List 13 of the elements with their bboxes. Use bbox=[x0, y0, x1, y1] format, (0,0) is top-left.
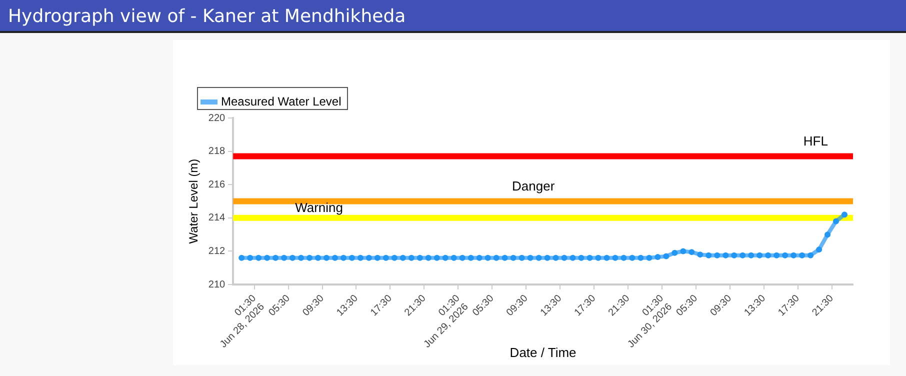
y-tick-label: 212 bbox=[208, 246, 226, 257]
y-tick-label: 216 bbox=[208, 179, 226, 190]
chart-title: Hydrograph view of - Kaner at Mendhikheda bbox=[0, 0, 906, 33]
x-axis-title: Date / Time bbox=[510, 344, 576, 360]
y-tick-label: 218 bbox=[208, 146, 226, 158]
ref-line-label: Danger bbox=[512, 178, 556, 194]
y-tick-label: 220 bbox=[208, 112, 226, 124]
y-tick-label: 210 bbox=[208, 279, 226, 290]
y-axis-title: Water Level (m) bbox=[186, 158, 201, 244]
ref-line-label: Warning bbox=[295, 200, 344, 215]
ref-line-label: HFL bbox=[803, 133, 828, 148]
y-tick-label: 214 bbox=[208, 212, 226, 224]
legend-label: Measured Water Level bbox=[221, 94, 342, 108]
